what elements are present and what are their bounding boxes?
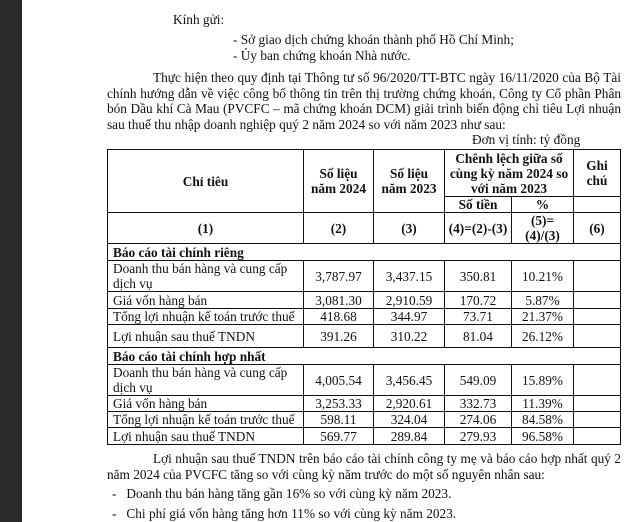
financial-table: Chỉ tiêu Số liệu năm 2024 Số liệu năm 20… xyxy=(107,149,621,445)
header-note-sub xyxy=(573,196,621,213)
table-cell xyxy=(573,364,621,396)
table-row: Giá vốn hàng bán 3,253.33 2,920.61 332.73 11… xyxy=(107,395,621,412)
section-row: Báo cáo tài chính riêng xyxy=(107,243,621,261)
header-note: Ghi chú xyxy=(573,149,621,197)
table-cell: 350.81 xyxy=(444,260,512,292)
table-cell xyxy=(573,291,621,309)
table-cell: Doanh thu bán hàng và cung cấp dịch vụ xyxy=(107,364,304,396)
section-title: Báo cáo tài chính riêng xyxy=(107,243,621,261)
table-cell: 598.11 xyxy=(303,411,374,428)
table-cell: 11.39% xyxy=(511,395,574,412)
table-cell xyxy=(573,260,621,292)
table-cell: 3,081.30 xyxy=(303,291,374,309)
column-number: (4)=(2)-(3) xyxy=(444,212,512,244)
column-number: (6) xyxy=(573,212,621,244)
header-difference: Chênh lệch giữa số cùng kỳ năm 2024 so v… xyxy=(444,149,574,197)
header-2024: Số liệu năm 2024 xyxy=(303,149,374,213)
header-indicator: Chỉ tiêu xyxy=(107,149,304,213)
table-cell: 3,456.45 xyxy=(373,364,445,396)
table-cell xyxy=(573,395,621,412)
reason-text: Chi phí giá vốn hàng tăng hơn 11% so với… xyxy=(126,506,457,521)
table-cell: Tổng lợi nhuận kế toán trước thuế xyxy=(107,308,304,325)
table-cell: 391.26 xyxy=(303,324,374,348)
table-cell: Doanh thu bán hàng và cung cấp dịch vụ xyxy=(107,260,304,292)
reason-text: Doanh thu bán hàng tăng gần 16% so với c… xyxy=(126,486,452,501)
table-cell xyxy=(573,324,621,348)
table-cell: 289.84 xyxy=(373,427,445,445)
table-cell: 3,787.97 xyxy=(303,260,374,292)
table-cell: 332.73 xyxy=(444,395,512,412)
table-cell: 2,920.61 xyxy=(373,395,445,412)
section-title: Báo cáo tài chính hợp nhất xyxy=(107,347,621,365)
recipient: - Ủy ban chứng khoán Nhà nước. xyxy=(233,48,411,63)
unit-label: Đơn vị tính: tỷ đồng xyxy=(472,132,581,147)
viewer-sidebar xyxy=(0,0,22,522)
table-cell: Tổng lợi nhuận kế toán trước thuế xyxy=(107,411,304,428)
table-cell: Lợi nhuận sau thuế TNDN xyxy=(107,427,304,445)
table-cell: 10.21% xyxy=(511,260,574,292)
table-cell: 84.58% xyxy=(511,411,574,428)
header-2023: Số liệu năm 2023 xyxy=(373,149,445,213)
section-row: Báo cáo tài chính hợp nhất xyxy=(107,347,621,365)
table-cell: 26.12% xyxy=(511,324,574,348)
table-cell: 3,437.15 xyxy=(373,260,445,292)
table-cell: 3,253.33 xyxy=(303,395,374,412)
table-row: Tổng lợi nhuận kế toán trước thuế 598.11 3… xyxy=(107,411,621,428)
table-cell: 21.37% xyxy=(511,308,574,325)
table-cell: 344.97 xyxy=(373,308,445,325)
reason-item: - Doanh thu bán hàng tăng gần 16% so với… xyxy=(112,486,452,501)
table-row: Doanh thu bán hàng và cung cấp dịch vụ 3,… xyxy=(107,260,621,292)
header-percent: % xyxy=(511,196,574,213)
table-cell xyxy=(573,411,621,428)
table-cell xyxy=(573,308,621,325)
column-number: (5)=(4)/(3) xyxy=(511,212,574,244)
recipient: - Sở giao dịch chứng khoán thành phố Hồ … xyxy=(233,32,514,47)
table-cell: 418.68 xyxy=(303,308,374,325)
table-cell: 15.89% xyxy=(511,364,574,396)
table-cell: 5.87% xyxy=(511,291,574,309)
table-cell: 170.72 xyxy=(444,291,512,309)
document-page: Kính gửi: - Sở giao dịch chứng khoán thà… xyxy=(107,0,621,522)
explanation-paragraph: Lợi nhuận sau thuế TNDN trên báo cáo tài… xyxy=(107,451,621,482)
table-cell: Giá vốn hàng bán xyxy=(107,291,304,309)
table-cell: 569.77 xyxy=(303,427,374,445)
reason-item: - Chi phí giá vốn hàng tăng hơn 11% so v… xyxy=(112,506,457,521)
column-number-row: (1) (2) (3) (4)=(2)-(3) (5)=(4)/(3) (6) xyxy=(107,212,621,244)
table-cell: 4,005.54 xyxy=(303,364,374,396)
table-cell xyxy=(573,427,621,445)
table-cell: 324.04 xyxy=(373,411,445,428)
intro-paragraph: Thực hiện theo quy định tại Thông tư số … xyxy=(107,70,621,132)
table-cell: 279.93 xyxy=(444,427,512,445)
greeting: Kính gửi: xyxy=(173,12,225,27)
table-row: Lợi nhuận sau thuế TNDN 569.77 289.84 279.9… xyxy=(107,427,621,445)
table-cell: 310.22 xyxy=(373,324,445,348)
column-number: (1) xyxy=(107,212,304,244)
table-cell: 96.58% xyxy=(511,427,574,445)
header-amount: Số tiền xyxy=(444,196,512,213)
table-cell: 549.09 xyxy=(444,364,512,396)
table-cell: 2,910.59 xyxy=(373,291,445,309)
table-cell: Lợi nhuận sau thuế TNDN xyxy=(107,324,304,348)
table-row: Lợi nhuận sau thuế TNDN 391.26 310.22 81.04… xyxy=(107,324,621,348)
table-row: Doanh thu bán hàng và cung cấp dịch vụ 4,… xyxy=(107,364,621,396)
column-number: (3) xyxy=(373,212,445,244)
table-cell: 73.71 xyxy=(444,308,512,325)
table-row: Giá vốn hàng bán 3,081.30 2,910.59 170.72 5.… xyxy=(107,291,621,309)
table-row: Tổng lợi nhuận kế toán trước thuế 418.68 3… xyxy=(107,308,621,325)
column-number: (2) xyxy=(303,212,374,244)
table-cell: Giá vốn hàng bán xyxy=(107,395,304,412)
table-cell: 81.04 xyxy=(444,324,512,348)
table-cell: 274.06 xyxy=(444,411,512,428)
